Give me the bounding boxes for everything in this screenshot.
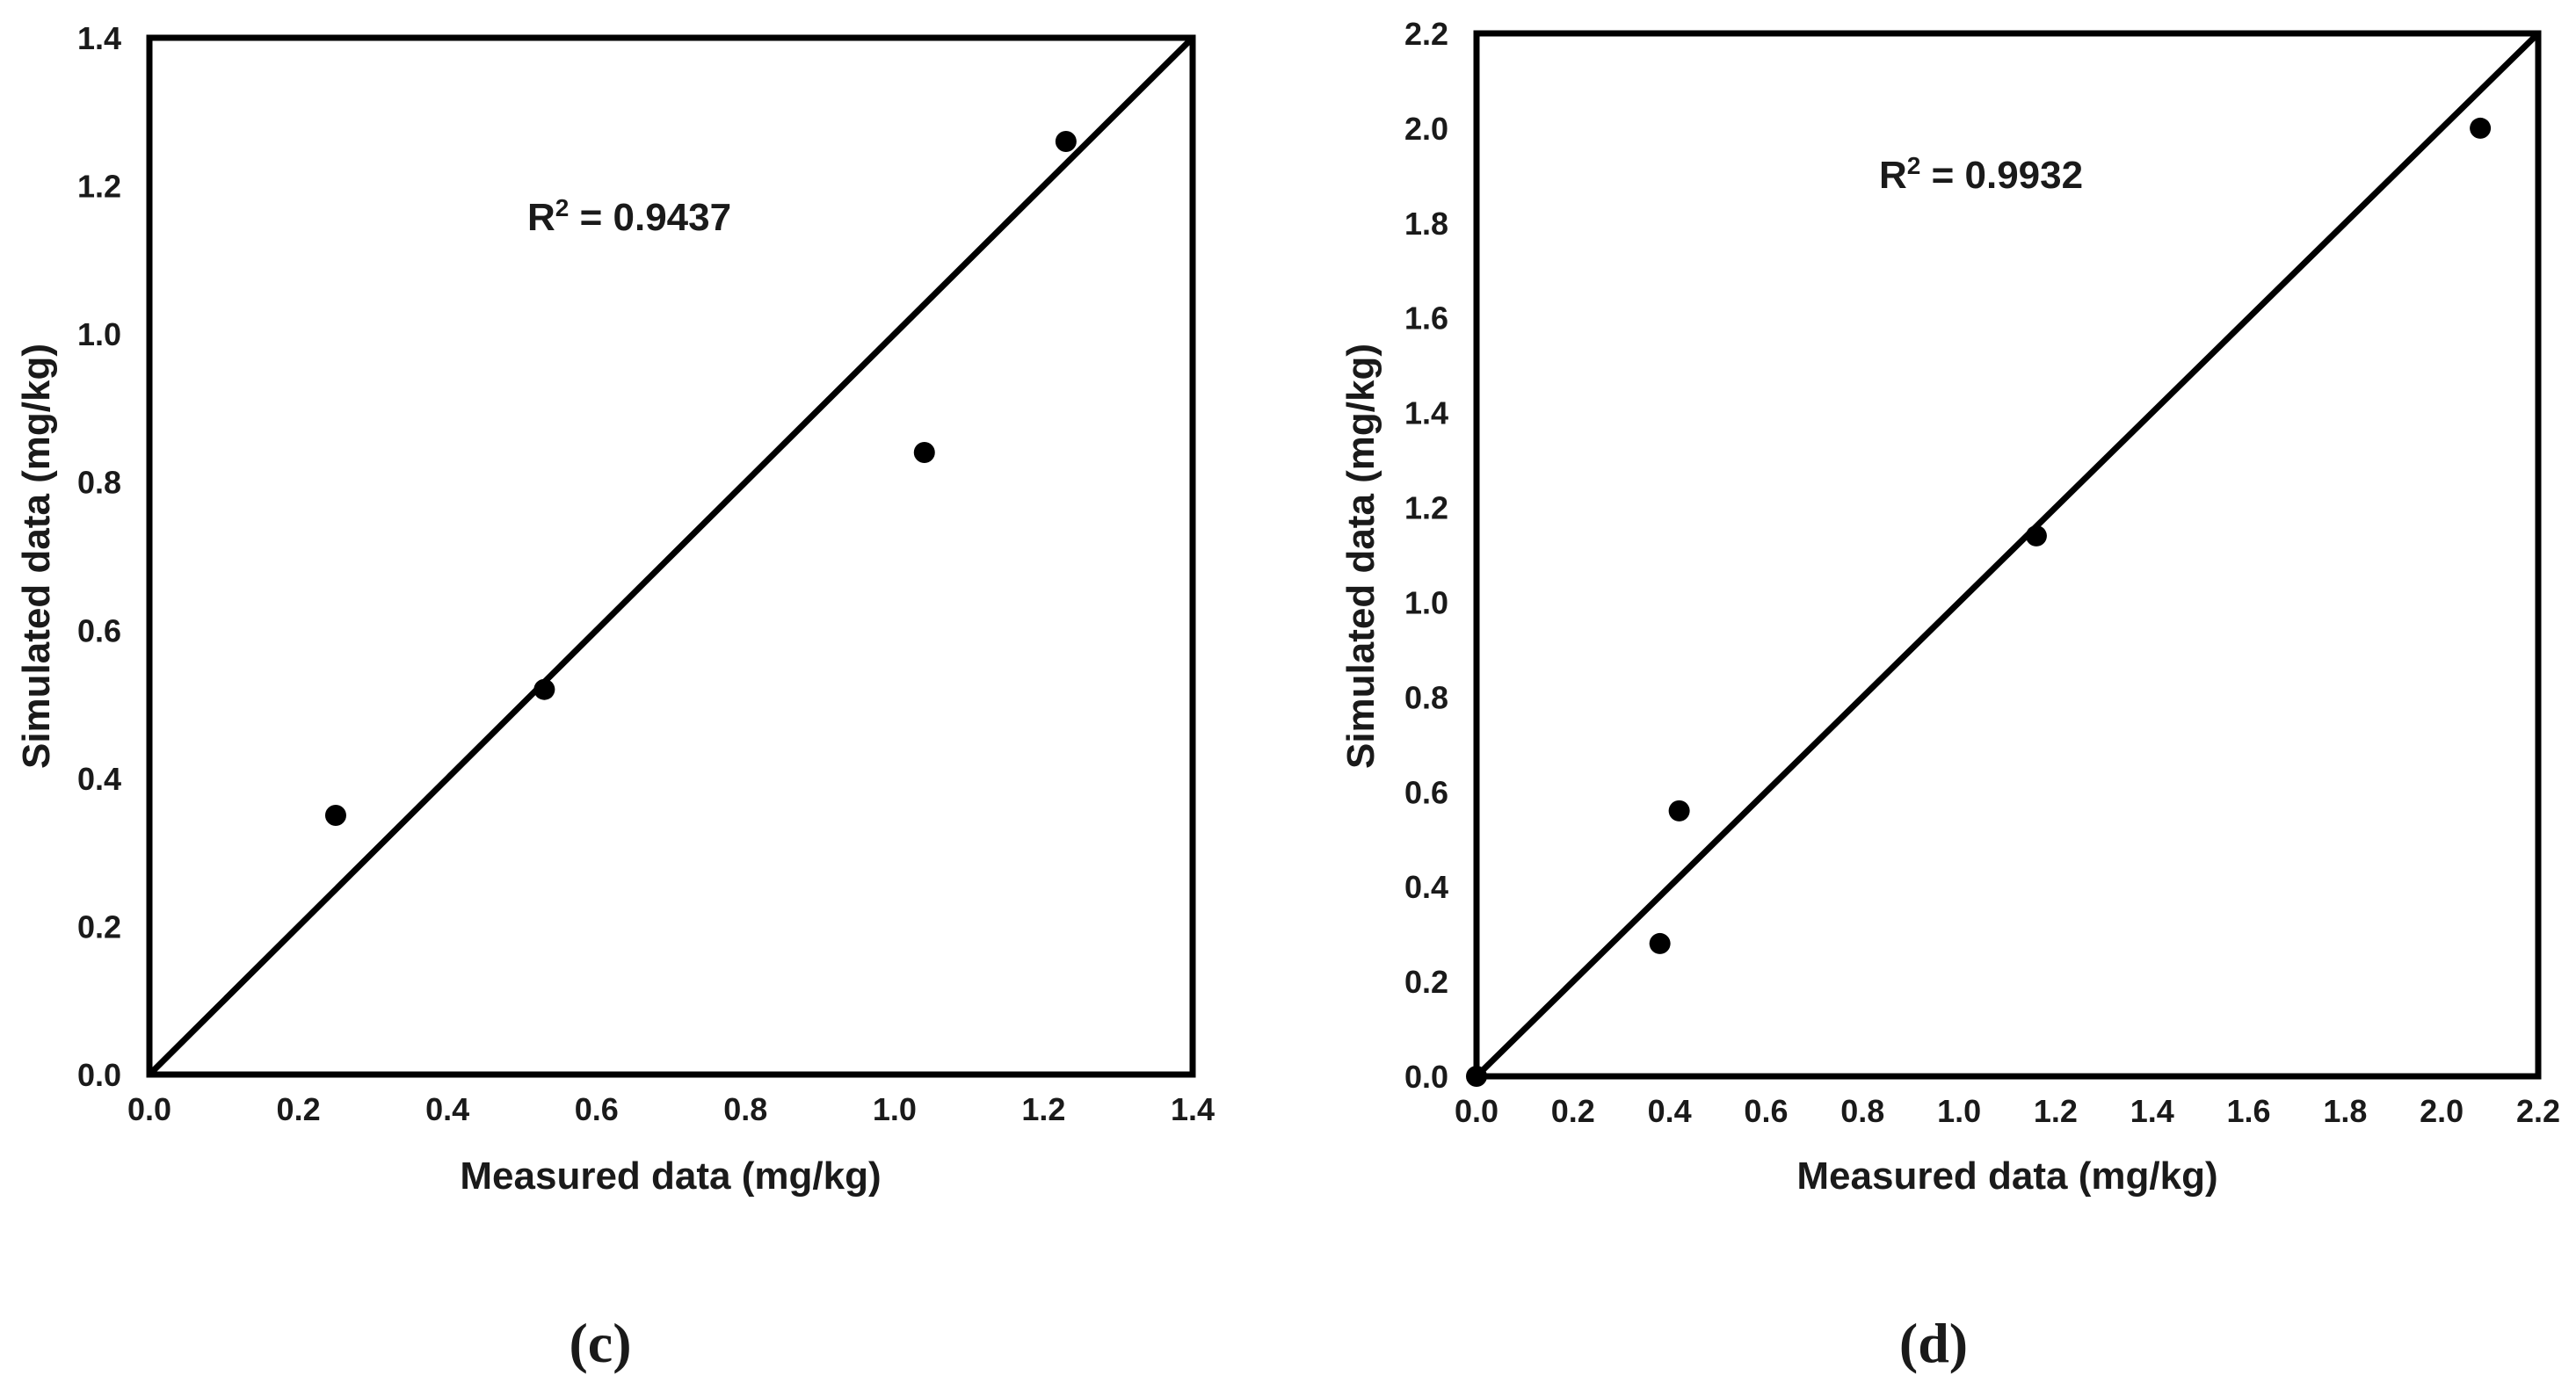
x-tick-label: 0.2 [1551,1093,1595,1129]
x-tick-label: 0.0 [127,1091,171,1127]
data-point [2470,117,2492,139]
r-squared-superscript: 2 [1907,152,1921,179]
panel-label: (d) [1899,1312,1968,1374]
data-points [324,131,1077,826]
x-tick-label: 1.4 [1171,1091,1215,1127]
y-tick-label: 0.0 [1404,1059,1448,1095]
x-tick-label: 0.0 [1455,1093,1498,1129]
chart-d: 0.0 0.2 0.4 0.6 0.8 1.0 1.2 1.4 1.6 1.8 2.0 2.2 0.0… [1339,16,2560,1374]
y-tick-label: 1.2 [77,169,121,205]
r-squared-value: = 0.9437 [569,196,731,239]
chart-c: 0.0 0.2 0.4 0.6 0.8 1.0 1.2 1.4 0.0 0.2 0.4 0.6 0.8… [15,20,1215,1374]
y-tick-label: 1.6 [1404,300,1448,337]
r-squared-superscript: 2 [555,194,570,221]
x-tick-label: 0.2 [277,1091,321,1127]
x-tick-label: 0.6 [1744,1093,1788,1129]
y-axis-label: Simulated data (mg/kg) [15,344,58,769]
y-tick-label: 0.2 [1404,964,1448,1000]
y-tick-labels: 0.0 0.2 0.4 0.6 0.8 1.0 1.2 1.4 [77,20,121,1093]
y-tick-label: 1.4 [77,20,121,56]
x-tick-label: 2.0 [2420,1093,2464,1129]
x-tick-label: 1.4 [2130,1093,2174,1129]
x-tick-labels: 0.0 0.2 0.4 0.6 0.8 1.0 1.2 1.4 [127,1091,1215,1127]
y-axis-label: Simulated data (mg/kg) [1339,344,1382,769]
data-point [533,678,555,700]
y-tick-label: 0.2 [77,908,121,945]
data-point [913,442,935,463]
plot-area-frame [1473,30,2542,1080]
x-tick-label: 1.0 [1937,1093,1981,1129]
y-tick-label: 1.0 [1404,584,1448,620]
y-tick-label: 1.0 [77,316,121,352]
y-tick-label: 0.0 [77,1057,121,1093]
y-tick-label: 1.2 [1404,490,1448,526]
y-tick-label: 2.0 [1404,111,1448,147]
r-squared-prefix: R [527,196,555,239]
y-tick-label: 0.8 [1404,679,1448,715]
x-tick-label: 0.8 [723,1091,767,1127]
r-squared-annotation: R2 = 0.9932 [1879,152,2083,197]
data-points [1466,117,2492,1087]
r-squared-value: = 0.9932 [1920,154,2083,197]
y-tick-label: 0.8 [77,465,121,501]
x-tick-label: 1.2 [1021,1091,1065,1127]
x-tick-label: 1.6 [2227,1093,2271,1129]
r-squared-prefix: R [1879,154,1907,197]
y-tick-label: 0.6 [1404,774,1448,810]
data-point [1466,1066,1487,1087]
data-point [2025,525,2047,546]
one-to-one-line [1474,31,2541,1079]
one-to-one-line [147,35,1195,1077]
data-point [1668,800,1690,822]
x-tick-label: 0.4 [1648,1093,1692,1129]
y-tick-labels: 0.0 0.2 0.4 0.6 0.8 1.0 1.2 1.4 1.6 1.8 2.0 2.2 [1404,16,1448,1095]
data-point [1055,131,1077,152]
y-tick-label: 2.2 [1404,16,1448,52]
x-tick-label: 0.6 [575,1091,619,1127]
x-tick-label: 2.2 [2516,1093,2560,1129]
data-point [324,805,346,826]
x-axis-label: Measured data (mg/kg) [1796,1155,2217,1198]
plot-area-frame [146,34,1196,1078]
r-squared-annotation: R2 = 0.9437 [527,194,731,239]
y-tick-label: 1.4 [1404,395,1448,431]
y-tick-label: 0.6 [77,612,121,648]
panel-label: (c) [569,1312,631,1374]
x-tick-label: 0.4 [425,1091,469,1127]
y-tick-label: 0.4 [77,761,121,797]
x-tick-label: 1.8 [2323,1093,2367,1129]
x-tick-label: 1.0 [873,1091,917,1127]
y-tick-label: 0.4 [1404,869,1448,905]
x-axis-label: Measured data (mg/kg) [460,1155,881,1198]
data-point [1649,932,1671,954]
y-tick-label: 1.8 [1404,206,1448,242]
x-tick-label: 0.8 [1840,1093,1884,1129]
x-tick-labels: 0.0 0.2 0.4 0.6 0.8 1.0 1.2 1.4 1.6 1.8 2.0 2.2 [1455,1093,2560,1129]
x-tick-label: 1.2 [2034,1093,2078,1129]
